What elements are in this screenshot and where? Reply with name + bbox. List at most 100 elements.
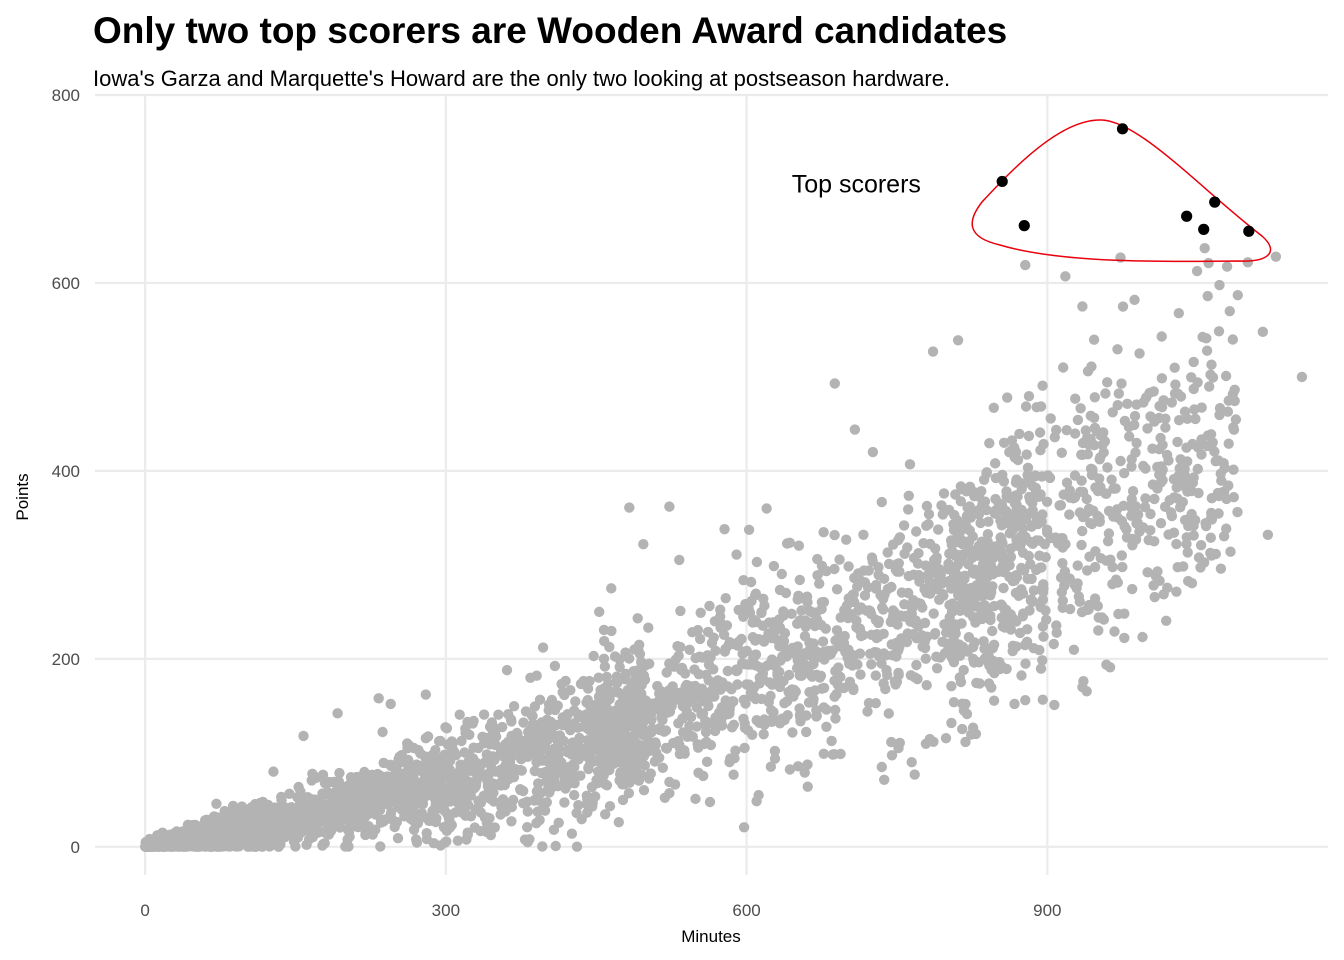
background-point	[738, 822, 750, 833]
background-point	[966, 729, 977, 740]
background-point	[1035, 584, 1047, 595]
background-point	[1041, 524, 1053, 535]
background-point	[1107, 407, 1118, 418]
background-point	[583, 762, 594, 773]
background-point	[529, 701, 541, 712]
background-point	[428, 838, 439, 849]
background-point	[1075, 403, 1086, 414]
background-point	[1087, 464, 1098, 475]
background-point	[876, 496, 887, 508]
background-point	[657, 762, 668, 773]
background-point	[718, 629, 730, 640]
background-point	[441, 825, 453, 837]
background-point	[830, 704, 841, 716]
background-point	[604, 801, 616, 812]
background-point	[553, 761, 565, 773]
background-point	[581, 709, 592, 720]
background-point	[945, 535, 957, 546]
background-point	[996, 520, 1007, 531]
background-point	[630, 687, 641, 699]
background-point	[488, 751, 499, 762]
background-point	[1060, 271, 1071, 282]
background-point	[981, 468, 992, 479]
background-point	[1163, 455, 1174, 466]
background-point	[1006, 435, 1018, 446]
background-point	[606, 625, 617, 637]
background-point	[313, 815, 325, 826]
background-point	[882, 547, 893, 558]
background-point	[1179, 514, 1191, 526]
background-point	[1116, 550, 1128, 561]
background-point	[549, 660, 561, 672]
chart-title: Only two top scorers are Wooden Award ca…	[93, 10, 1008, 51]
background-point	[594, 606, 605, 618]
background-point	[534, 748, 545, 760]
background-point	[782, 696, 793, 707]
background-point	[774, 718, 786, 729]
background-point	[712, 675, 723, 686]
background-point	[1131, 518, 1142, 529]
background-point	[1020, 695, 1031, 706]
background-point	[858, 529, 869, 540]
background-point	[481, 826, 492, 838]
background-point	[586, 723, 597, 734]
background-point	[359, 766, 370, 778]
top-scorer-point	[1018, 220, 1030, 232]
background-point	[893, 742, 904, 754]
background-point	[1119, 468, 1130, 479]
background-point	[1101, 488, 1112, 499]
background-point	[741, 679, 752, 690]
background-point	[990, 472, 1002, 484]
background-point	[911, 526, 922, 537]
background-point	[1142, 567, 1153, 578]
background-point	[1232, 289, 1243, 301]
background-point	[599, 778, 610, 789]
background-point	[522, 806, 533, 817]
background-point	[848, 596, 860, 608]
background-point	[692, 739, 703, 750]
background-point	[1069, 428, 1081, 439]
background-point	[855, 669, 866, 680]
background-point	[1145, 525, 1156, 536]
background-point	[818, 748, 829, 759]
background-point	[1094, 516, 1106, 527]
background-point	[1178, 561, 1189, 572]
background-point	[446, 779, 457, 790]
background-point	[676, 662, 688, 674]
background-point	[1072, 414, 1084, 426]
background-point	[1096, 612, 1108, 623]
background-point	[413, 761, 424, 773]
background-point	[758, 634, 769, 646]
background-point	[1016, 537, 1027, 549]
background-point	[1156, 467, 1167, 479]
background-point	[1160, 422, 1171, 433]
background-point	[880, 683, 891, 695]
grid	[95, 93, 1328, 875]
background-point	[1049, 432, 1061, 443]
background-point	[1197, 331, 1208, 343]
background-point	[1084, 551, 1095, 562]
background-point	[601, 726, 612, 737]
background-point	[560, 675, 571, 687]
background-point	[638, 785, 650, 796]
background-point	[1199, 242, 1210, 254]
background-point	[471, 758, 483, 769]
background-point	[284, 788, 295, 799]
background-point	[1163, 529, 1174, 540]
background-point	[1134, 348, 1145, 359]
background-point	[218, 822, 229, 833]
background-point	[1112, 344, 1123, 355]
background-point	[1030, 482, 1042, 494]
x-axis-label: Minutes	[681, 927, 741, 946]
background-point	[489, 822, 500, 833]
background-point	[1195, 540, 1207, 551]
background-point	[681, 679, 692, 691]
background-point	[985, 590, 996, 601]
background-point	[1129, 419, 1140, 431]
background-point	[738, 713, 749, 724]
background-point	[1106, 474, 1117, 485]
background-point	[961, 708, 973, 720]
background-point	[826, 735, 837, 747]
background-point	[1270, 251, 1282, 262]
background-point	[687, 627, 698, 638]
